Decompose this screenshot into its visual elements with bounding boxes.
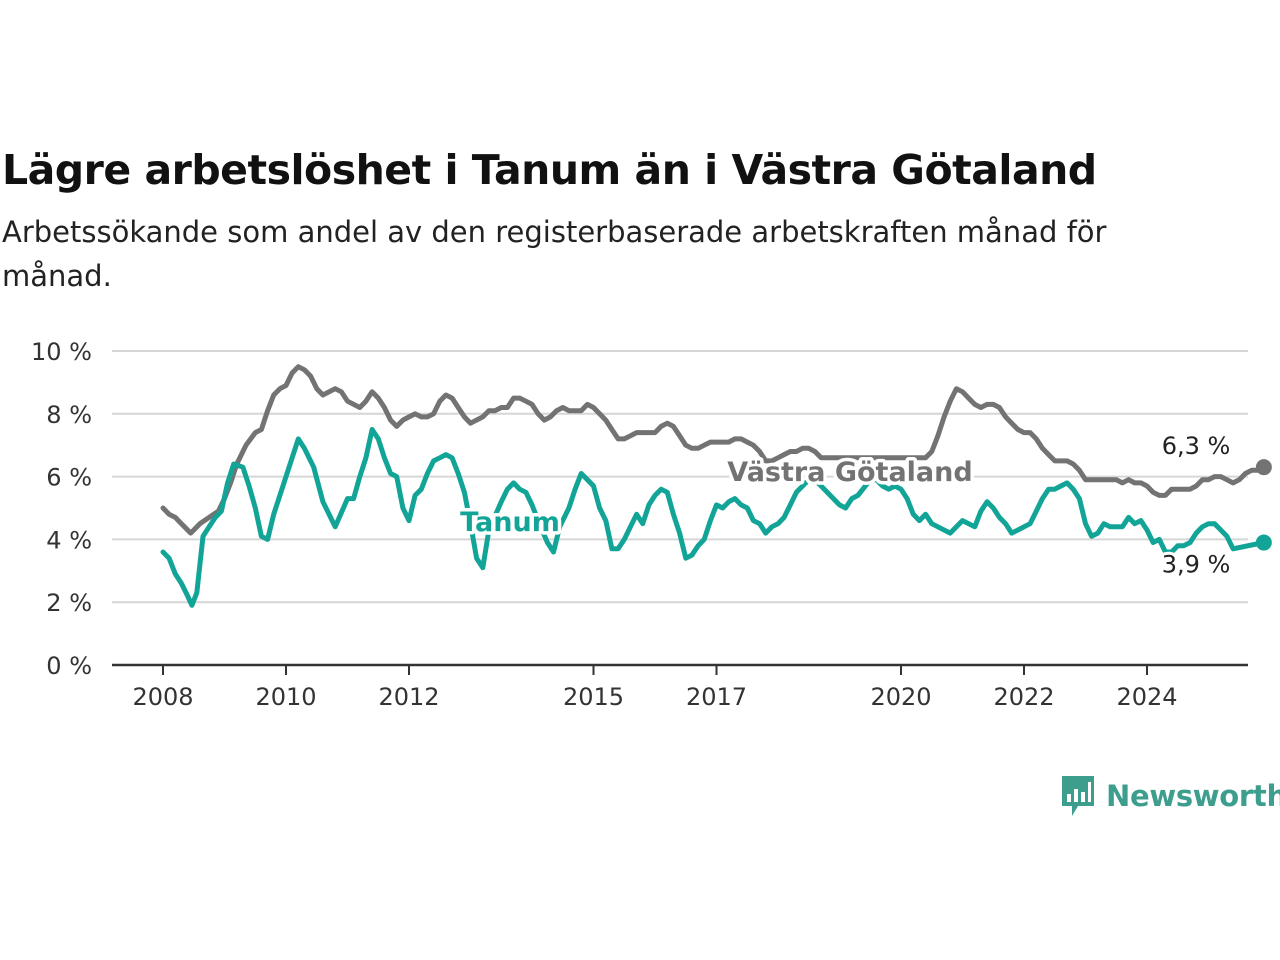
series-labels: 6,3 % Västra Götaland 3,9 % Tanum (457, 429, 1234, 581)
y-tick-label: 4 % (46, 526, 92, 554)
series-name-label: Västra Götaland (727, 457, 972, 488)
x-tick-label: 2022 (993, 683, 1054, 711)
x-tick-label: 2020 (870, 683, 931, 711)
x-tick-label: 2017 (686, 683, 747, 711)
newsworthy-logo: Newsworthy (1058, 774, 1280, 818)
x-tick-label: 2010 (255, 683, 316, 711)
y-tick-label: 10 % (31, 338, 92, 366)
y-tick-label: 2 % (46, 589, 92, 617)
series-lines (160, 364, 1272, 608)
series-line-tanum (160, 427, 1267, 608)
x-axis-ticks: 2008 2010 2012 2015 2017 2020 2022 2024 (132, 665, 1178, 711)
x-tick-label: 2012 (378, 683, 439, 711)
series-line-v-stra-g-taland (160, 364, 1267, 536)
x-tick-label: 2008 (132, 683, 193, 711)
newsworthy-logo-icon (1062, 776, 1094, 816)
y-tick-label: 0 % (46, 652, 92, 680)
series-endpoint-tanum (1255, 534, 1272, 551)
series-endpoint-v-stra-g-taland (1255, 459, 1272, 476)
y-axis-ticks: 0 % 2 % 4 % 6 % 8 % 10 % (31, 338, 92, 680)
end-value-label: 3,9 % (1162, 551, 1231, 579)
x-tick-label: 2024 (1116, 683, 1177, 711)
newsworthy-logo-text: Newsworthy (1106, 779, 1280, 813)
chart-subtitle: Arbetssökande som andel av den registerb… (2, 215, 1107, 293)
end-value-label: 6,3 % (1162, 432, 1231, 460)
y-tick-label: 6 % (46, 464, 92, 492)
y-tick-label: 8 % (46, 401, 92, 429)
x-tick-label: 2015 (563, 683, 624, 711)
chart-title: Lägre arbetslöshet i Tanum än i Västra G… (2, 146, 1097, 194)
series-name-label: Tanum (460, 507, 560, 538)
gridlines (112, 350, 1248, 604)
